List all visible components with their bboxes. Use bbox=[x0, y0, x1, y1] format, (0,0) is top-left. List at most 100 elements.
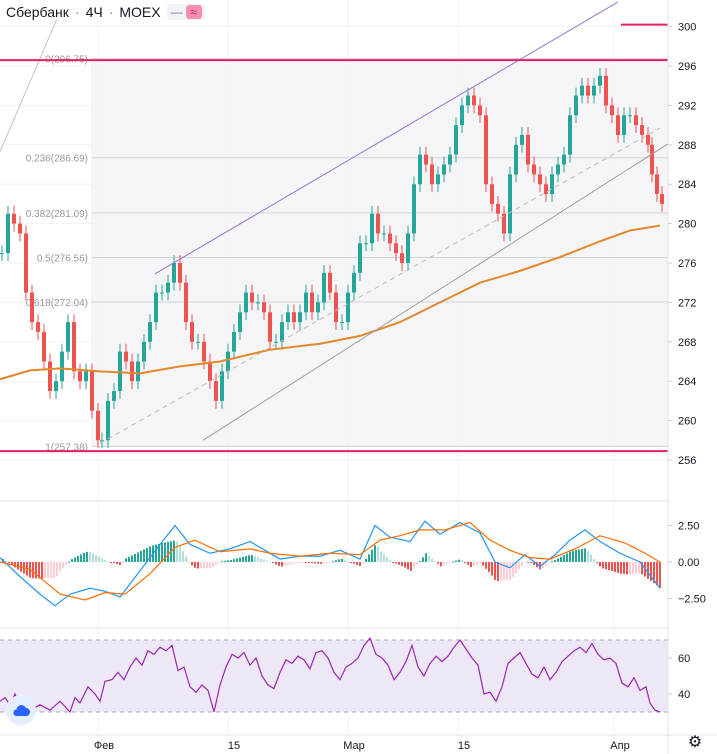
macd-histogram-bar bbox=[386, 557, 388, 562]
macd-histogram-bar bbox=[206, 562, 208, 569]
candle-body bbox=[124, 351, 128, 362]
macd-histogram-bar bbox=[368, 554, 370, 562]
macd-histogram-bar bbox=[581, 548, 583, 562]
candle-body bbox=[196, 341, 200, 343]
macd-histogram-bar bbox=[185, 556, 187, 562]
macd-histogram-bar bbox=[596, 562, 598, 563]
macd-histogram-bar bbox=[203, 562, 205, 569]
macd-histogram-bar bbox=[365, 558, 367, 562]
rsi-line bbox=[0, 637, 661, 714]
price-tick-label: 260 bbox=[678, 416, 696, 428]
macd-histogram-bar bbox=[608, 562, 610, 571]
macd-histogram-bar bbox=[626, 562, 628, 575]
macd-histogram-bar bbox=[431, 558, 433, 562]
macd-histogram-bar bbox=[86, 551, 88, 562]
macd-histogram-bar bbox=[266, 560, 268, 562]
candle-body bbox=[6, 213, 10, 254]
macd-histogram-bar bbox=[161, 543, 163, 562]
candle-body bbox=[262, 302, 266, 313]
fib-level-label: 1(257.38) bbox=[45, 442, 88, 453]
macd-histogram-bar bbox=[335, 560, 337, 562]
macd-histogram-bar bbox=[308, 562, 310, 563]
macd-histogram-bar bbox=[32, 562, 34, 579]
price-axis[interactable]: 256 260 264 268 272 276 280 284 288 292 296 300 2.50… bbox=[667, 0, 706, 754]
macd-histogram-bar bbox=[146, 547, 148, 562]
macd-histogram-bar bbox=[179, 546, 181, 562]
macd-histogram-bar bbox=[134, 553, 136, 562]
macd-histogram-bar bbox=[437, 562, 439, 564]
channel-mid-line bbox=[99, 127, 661, 444]
candle-body bbox=[316, 302, 320, 313]
candle-body bbox=[286, 312, 290, 323]
candle-body bbox=[418, 154, 422, 185]
candle-body bbox=[628, 115, 632, 117]
macd-histogram-bar bbox=[62, 562, 64, 568]
macd-histogram-bar bbox=[527, 561, 529, 563]
candle-body bbox=[478, 105, 482, 116]
macd-histogram-bar bbox=[488, 562, 490, 573]
macd-histogram-bar bbox=[212, 562, 214, 567]
channel-lower-line bbox=[202, 143, 669, 441]
rsi-tick-label: 40 bbox=[678, 689, 690, 701]
macd-histogram-bar bbox=[611, 562, 613, 572]
macd-histogram-bar bbox=[125, 558, 127, 562]
candle-body bbox=[388, 233, 392, 244]
fib-level-label: 0.5(276.56) bbox=[37, 253, 88, 264]
symbol-name[interactable]: Сбербанк bbox=[6, 4, 69, 20]
macd-histogram-bar bbox=[272, 562, 274, 563]
candle-body bbox=[598, 75, 602, 86]
macd-histogram-bar bbox=[164, 542, 166, 562]
price-tick-label: 300 bbox=[678, 22, 696, 34]
macd-histogram-bar bbox=[83, 552, 85, 562]
candle-body bbox=[30, 292, 34, 323]
candle-body bbox=[655, 174, 659, 195]
macd-histogram-bar bbox=[248, 555, 250, 562]
candle-body bbox=[592, 85, 596, 96]
macd-histogram-bar bbox=[71, 559, 73, 562]
macd-histogram-bar bbox=[419, 561, 421, 563]
candle-body bbox=[604, 75, 608, 106]
candle-body bbox=[304, 292, 308, 313]
macd-histogram-bar bbox=[302, 562, 304, 563]
macd-histogram-bar bbox=[110, 562, 112, 563]
price-tick-label: 276 bbox=[678, 258, 696, 270]
candle-body bbox=[424, 154, 428, 165]
macd-tick-label: 0.00 bbox=[678, 557, 699, 569]
price-tick-label: 292 bbox=[678, 100, 696, 112]
candle-body bbox=[280, 322, 284, 342]
gear-icon[interactable]: ⚙ bbox=[687, 734, 703, 751]
macd-histogram-bar bbox=[140, 550, 142, 562]
macd-histogram-bar bbox=[500, 562, 502, 581]
price-tick-label: 264 bbox=[678, 376, 696, 388]
macd-histogram-bar bbox=[473, 562, 475, 567]
candle-body bbox=[72, 322, 76, 372]
candle-body bbox=[100, 440, 104, 442]
header-separator: · bbox=[74, 4, 80, 20]
macd-line bbox=[0, 520, 661, 607]
candle-body bbox=[496, 203, 500, 214]
macd-histogram-bar bbox=[275, 562, 277, 565]
candle-body bbox=[532, 164, 536, 175]
macd-histogram-bar bbox=[149, 546, 151, 562]
candle-body bbox=[0, 253, 4, 255]
approx-wave-icon[interactable]: ≈ bbox=[185, 5, 202, 19]
minus-icon[interactable]: — bbox=[170, 5, 183, 19]
candle-body bbox=[148, 322, 152, 342]
candle-body bbox=[54, 381, 58, 392]
candle-body bbox=[334, 292, 338, 323]
time-axis[interactable]: Фев 15 Мар 15 Апр bbox=[94, 740, 630, 752]
candle-body bbox=[472, 95, 476, 106]
cloud-logo-icon[interactable] bbox=[6, 695, 36, 725]
candle-body bbox=[436, 174, 440, 185]
macd-histogram-bar bbox=[398, 562, 400, 565]
macd-histogram-bar bbox=[239, 557, 241, 562]
macd-histogram-bar bbox=[260, 558, 262, 562]
candle-body bbox=[550, 174, 554, 195]
macd-histogram-bar bbox=[653, 562, 655, 584]
symbol-interval[interactable]: 4Ч bbox=[85, 4, 103, 20]
macd-histogram-bar bbox=[515, 562, 517, 574]
macd-histogram-bar bbox=[287, 562, 289, 566]
candle-body bbox=[18, 223, 22, 234]
macd-histogram-bar bbox=[77, 555, 79, 562]
